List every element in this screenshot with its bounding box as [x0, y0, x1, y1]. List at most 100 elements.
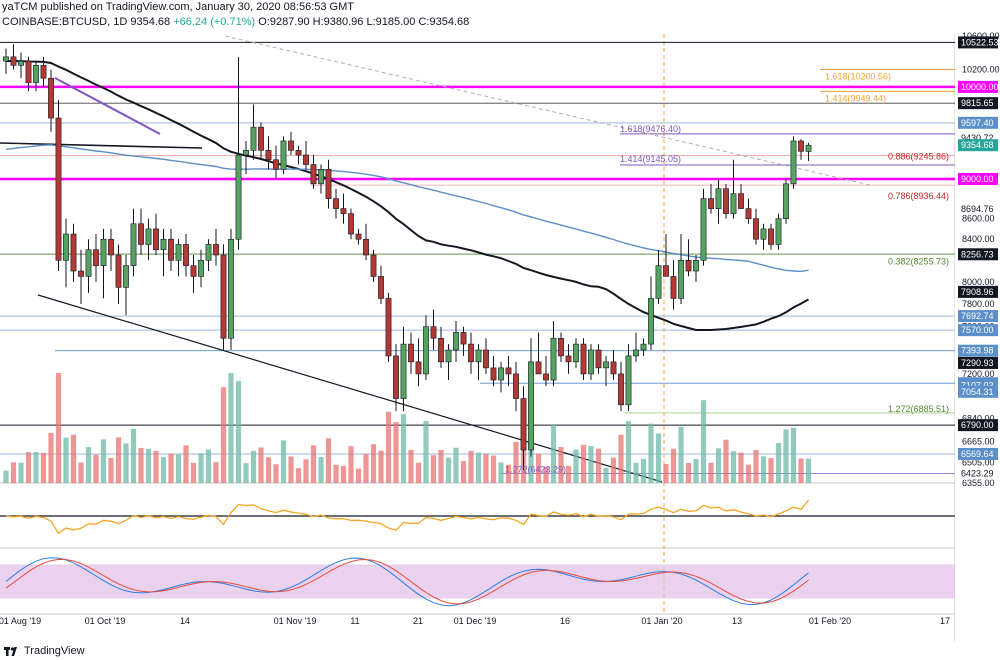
- volume-bar: [273, 464, 279, 483]
- price-tag: 9430.72: [961, 133, 994, 143]
- candle: [423, 315, 429, 381]
- time-axis-label: 01 Dec '19: [454, 616, 497, 626]
- candle: [18, 52, 24, 79]
- candle: [760, 223, 767, 250]
- candle-body: [603, 361, 609, 369]
- candle-body: [453, 332, 459, 351]
- candle: [70, 223, 77, 282]
- candle: [100, 228, 107, 299]
- candle-body: [753, 218, 759, 240]
- candle: [565, 344, 572, 374]
- volume-bar: [535, 453, 542, 483]
- volume-bar: [168, 453, 174, 483]
- price-tag-bg: [958, 310, 998, 323]
- candle: [63, 218, 69, 288]
- candle: [363, 223, 369, 261]
- price-axis-label: 8400.00: [962, 234, 995, 244]
- volume-bar: [198, 453, 204, 483]
- volume-bar: [145, 448, 152, 483]
- volume-bar: [340, 465, 347, 483]
- volume-bar: [588, 446, 594, 483]
- candle: [288, 131, 294, 156]
- price-tag-bg: [958, 139, 998, 152]
- candle: [783, 178, 789, 224]
- candle-body: [715, 188, 722, 209]
- price-tag: 9597.40: [961, 118, 994, 128]
- candle-body: [430, 326, 437, 339]
- price-tag: 7692.74: [961, 311, 994, 321]
- volume-bar: [3, 470, 9, 483]
- time-axis-label: 01 Nov '19: [274, 616, 317, 626]
- volume-bar: [708, 462, 714, 483]
- volume-bar: [303, 459, 309, 483]
- volume-bar: [700, 400, 707, 483]
- volume-bar: [235, 380, 242, 483]
- price-tag-bg: [958, 285, 998, 298]
- candle: [633, 332, 639, 362]
- volume-bar: [115, 437, 122, 483]
- candle-body: [235, 154, 242, 240]
- candle: [3, 48, 9, 74]
- candle-body: [408, 343, 414, 363]
- candle: [40, 56, 47, 87]
- volume-bar: [460, 461, 467, 483]
- volume-bar: [280, 440, 287, 483]
- ma-50-line: [5, 60, 809, 331]
- candle-body: [760, 228, 767, 240]
- price-tag: 6790.00: [961, 420, 994, 430]
- candle: [715, 178, 722, 224]
- candle-body: [3, 56, 9, 62]
- price-tag: 8256.73: [961, 249, 994, 259]
- candle: [385, 292, 392, 362]
- candle: [603, 355, 609, 387]
- candle: [745, 198, 752, 224]
- candle: [513, 361, 519, 412]
- candle: [280, 136, 287, 175]
- candle: [625, 344, 632, 412]
- volume-bar: [745, 464, 752, 483]
- price-axis-label: 6840.00: [962, 414, 995, 424]
- volume-bar: [430, 455, 437, 483]
- candle: [115, 244, 122, 304]
- candle-body: [768, 228, 774, 245]
- candle: [408, 332, 414, 374]
- volume-bar: [483, 453, 489, 483]
- volume-bar: [220, 387, 227, 483]
- volume-bar: [790, 427, 797, 483]
- volume-bar: [445, 457, 452, 483]
- fib-label: 1.414(9145.05): [620, 154, 681, 164]
- candle-body: [445, 349, 452, 363]
- fib-label: 1.414(9949.44): [825, 93, 886, 103]
- volume-bar: [573, 449, 579, 483]
- candle-body: [588, 349, 594, 375]
- price-tag: 9354.68: [961, 140, 994, 150]
- price-axis-label: 10200.00: [962, 65, 1000, 75]
- candle-body: [310, 164, 317, 185]
- candle-body: [25, 60, 32, 83]
- candle: [498, 361, 504, 393]
- candle: [400, 326, 407, 412]
- volume-bar: [805, 458, 812, 483]
- candle-body: [280, 140, 287, 170]
- volume-bar: [730, 451, 737, 483]
- rsi-panel: 75.0050.0025.00: [0, 495, 985, 537]
- volume-bar: [213, 462, 219, 483]
- candle: [468, 332, 474, 374]
- candle: [670, 260, 677, 310]
- candle: [528, 338, 534, 457]
- volume-bar: [333, 464, 339, 483]
- volume-bar: [610, 457, 617, 483]
- volume-bar: [78, 462, 84, 483]
- candle-body: [333, 198, 339, 209]
- tradingview-brand[interactable]: TradingView: [0, 642, 1000, 660]
- price-tag: 7054.31: [961, 387, 994, 397]
- volume-bar: [175, 454, 182, 483]
- candle-body: [610, 361, 617, 375]
- volume-bar: [93, 454, 99, 483]
- candle: [798, 139, 804, 160]
- volume-bar: [295, 468, 302, 483]
- candle-body: [168, 238, 174, 261]
- volume-bar: [693, 458, 699, 483]
- candle: [220, 244, 227, 350]
